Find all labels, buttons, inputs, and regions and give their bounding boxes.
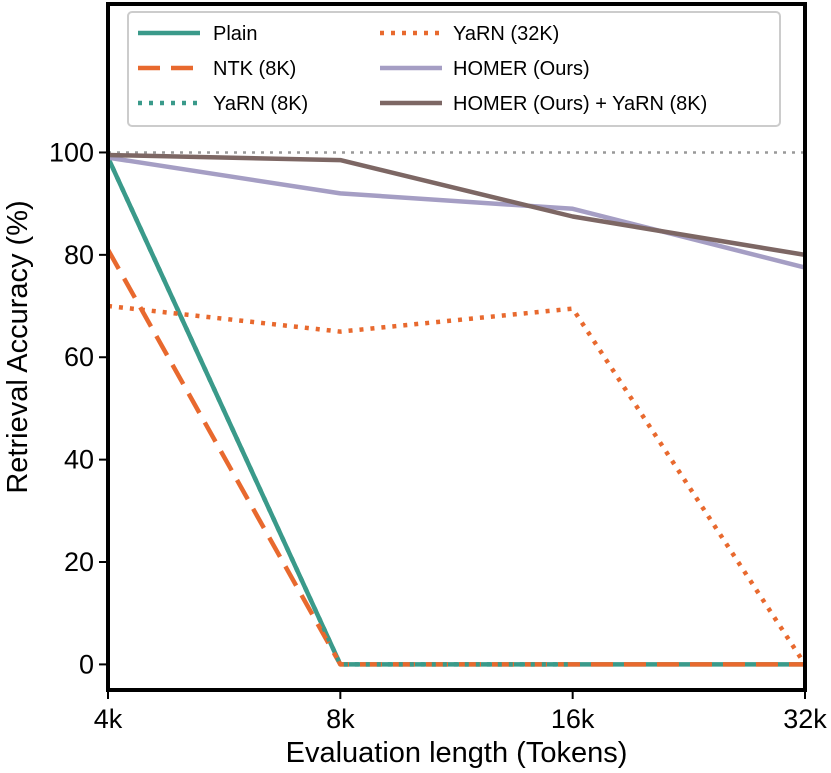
legend-label-3: YaRN (8K): [213, 93, 308, 115]
y-tick-label: 80: [64, 240, 94, 270]
legend-label-2: NTK (8K): [213, 58, 296, 80]
y-tick-label: 40: [64, 445, 94, 475]
x-tick-label: 32k: [783, 704, 827, 734]
plot-frame: [106, 2, 807, 692]
legend-label-1: Plain: [213, 23, 257, 45]
series-line-6: [107, 152, 806, 258]
legend: Plain NTK (8K) YaRN (8K) YaRN (32K) HOMER (O…: [127, 11, 781, 127]
y-tick-label: 60: [64, 342, 94, 372]
x-tick-label: 16k: [551, 704, 595, 734]
y-tick-label: 20: [64, 547, 94, 577]
series-line-5: [107, 155, 806, 270]
y-tick-label: 0: [79, 649, 94, 679]
x-tick-label: 8k: [326, 704, 355, 734]
legend-label-4: YaRN (32K): [453, 23, 559, 45]
legend-box: [127, 11, 781, 127]
series-line-1: [105, 156, 805, 667]
legend-label-5: HOMER (Ours): [453, 58, 590, 80]
x-axis-label: Evaluation length (Tokens): [286, 737, 628, 769]
y-tick-label: 100: [49, 137, 94, 167]
series-line-4: [107, 303, 807, 666]
x-tick-label: 4k: [94, 704, 123, 734]
series-line-2: [106, 248, 805, 667]
series-line-3: [105, 156, 573, 667]
y-axis-label: Retrieval Accuracy (%): [2, 200, 34, 493]
legend-label-6: HOMER (Ours) + YaRN (8K): [453, 93, 707, 115]
